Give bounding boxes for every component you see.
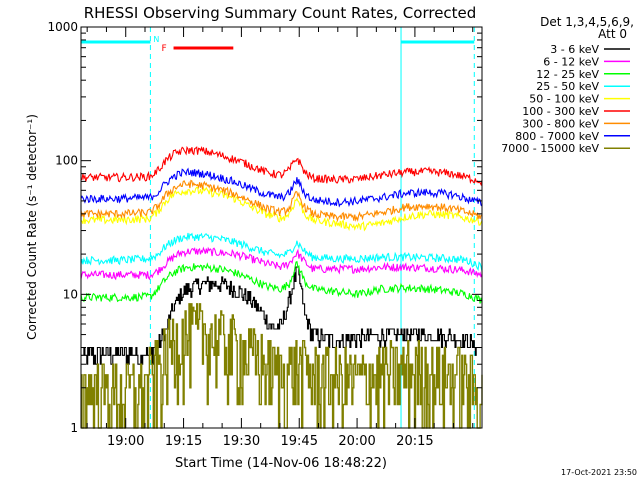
- series-line-50-100-kev: [80, 185, 483, 232]
- flare-marker-label: F: [162, 44, 167, 54]
- x-axis-label: Start Time (14-Nov-06 18:48:22): [175, 456, 387, 471]
- legend-header-line-2: Att 0: [598, 27, 627, 41]
- y-tick-label-1000: 1000: [47, 20, 78, 34]
- series-line-300-800-kev: [80, 179, 483, 223]
- tick-layer: 1 10 100 1000 19:00 19:15 19:30 19:45 20:00 20:15: [47, 20, 482, 449]
- plot-frame: [80, 26, 483, 429]
- x-tick-label-19-15: 19:15: [165, 434, 202, 449]
- series-line-6-12-kev: [80, 246, 483, 281]
- series-line-100-300-kev: [80, 145, 483, 187]
- axes-layer: [80, 26, 483, 429]
- series-line-800-7000-kev: [80, 167, 483, 208]
- y-axis-label: Corrected Count Rate (s⁻¹ detector⁻¹): [25, 114, 39, 340]
- x-tick-label-20-15: 20:15: [396, 434, 433, 449]
- series-line-7000-15000-kev: [81, 303, 483, 429]
- legend-label-100-300-kev: 100 - 300 keV: [522, 105, 599, 118]
- legend-label-6-12-kev: 6 - 12 keV: [543, 55, 599, 68]
- night-marker-label: N: [153, 35, 159, 44]
- x-tick-label-19-30: 19:30: [223, 434, 260, 449]
- legend-label-300-800-kev: 300 - 800 keV: [522, 117, 599, 130]
- x-tick-label-19-45: 19:45: [281, 434, 318, 449]
- legend-header-line-1: Det 1,3,4,5,6,9,: [540, 15, 634, 29]
- x-tick-label-20-00: 20:00: [338, 434, 375, 449]
- chart-title: RHESSI Observing Summary Count Rates, Co…: [84, 4, 477, 22]
- text-layer: RHESSI Observing Summary Count Rates, Co…: [25, 4, 637, 477]
- y-tick-label-1: 1: [70, 421, 78, 435]
- legend-label-800-7000-kev: 800 - 7000 keV: [515, 130, 599, 143]
- legend-label-50-100-kev: 50 - 100 keV: [529, 93, 599, 106]
- legend-label-25-50-kev: 25 - 50 keV: [536, 80, 599, 93]
- x-tick-label-19-00: 19:00: [107, 434, 144, 449]
- legend-label-3-6-kev: 3 - 6 keV: [550, 43, 599, 56]
- legend-label-12-25-kev: 12 - 25 keV: [536, 68, 599, 81]
- series-line-25-50-kev: [80, 232, 483, 272]
- y-tick-label-10: 10: [63, 287, 78, 301]
- series-line-12-25-kev: [80, 260, 483, 304]
- legend-label-7000-15000-kev: 7000 - 15000 keV: [501, 142, 599, 155]
- y-tick-label-100: 100: [55, 154, 78, 168]
- timestamp: 17-Oct-2021 23:50: [561, 468, 637, 477]
- series-layer: [80, 145, 483, 429]
